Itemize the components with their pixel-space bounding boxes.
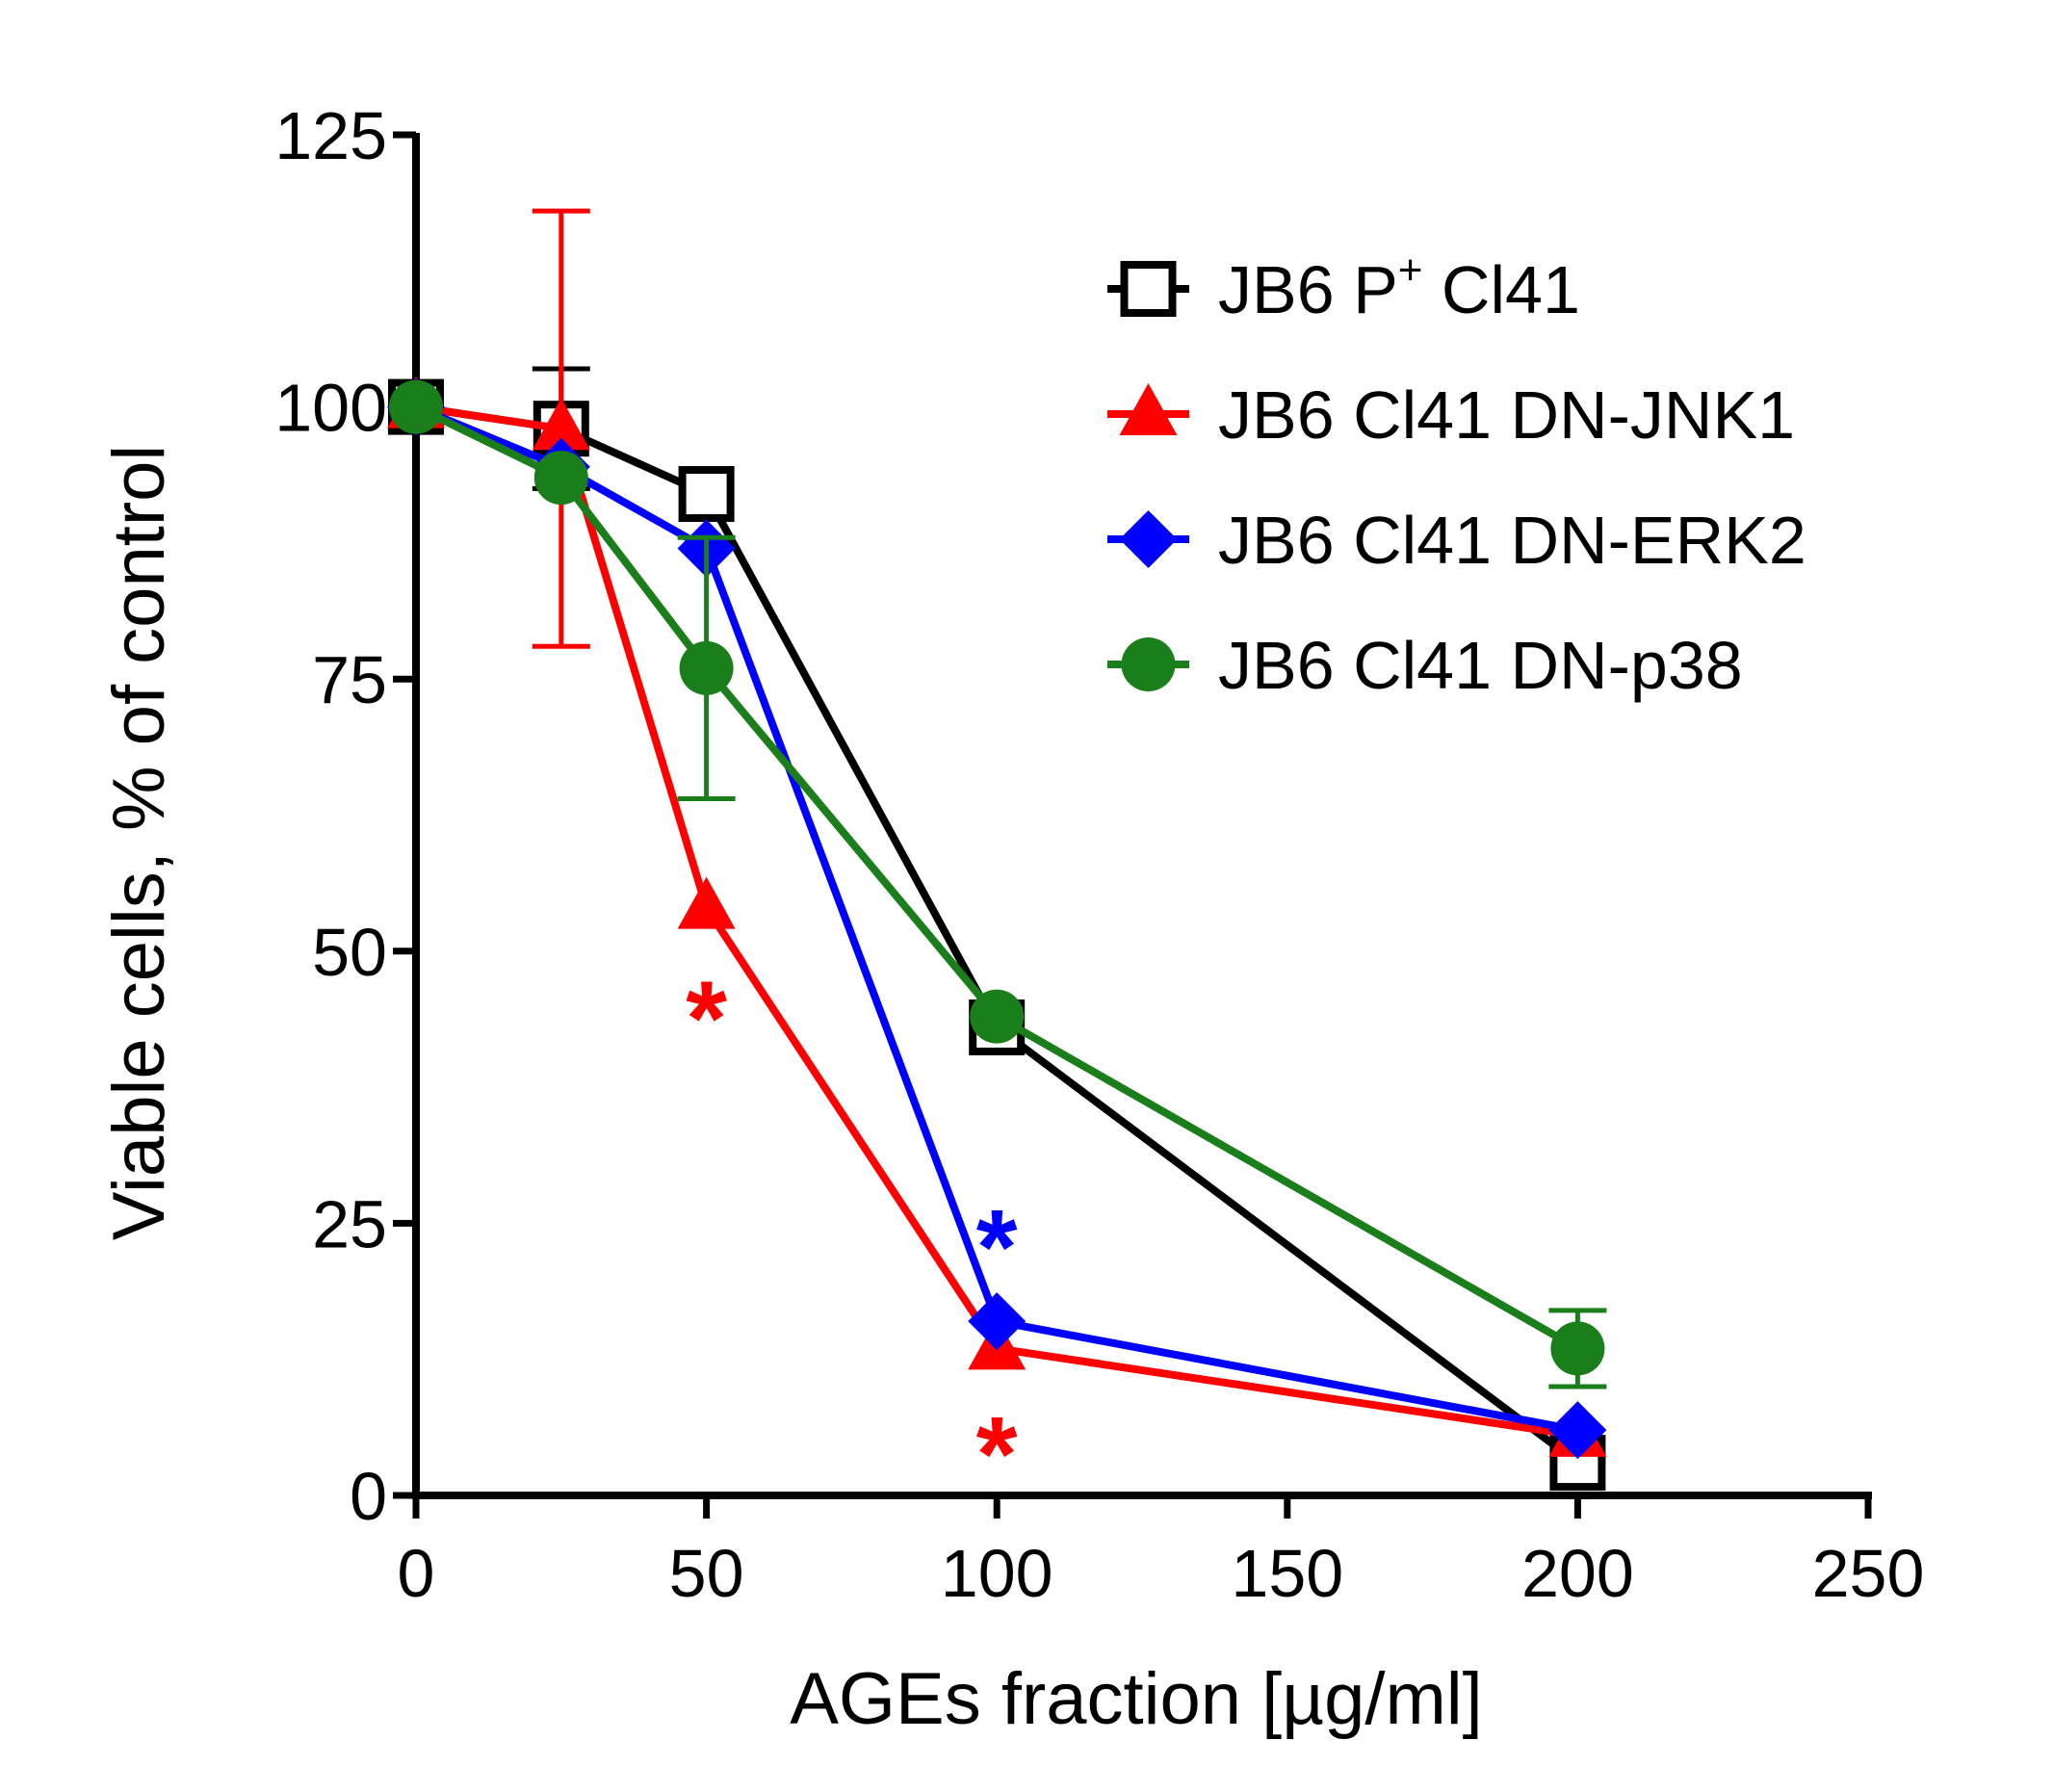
annotation-layer: * * * [686,960,1018,1514]
y-tick-label: 100 [274,371,387,446]
data-point [533,451,588,506]
data-point [678,466,735,523]
data-point [1548,1401,1607,1460]
legend-entry-3: JB6 Cl41 DN-p38 [1107,628,1743,703]
series-3 [389,379,1607,1389]
axes: 0 25 50 75 100 125 0 50 100 150 200 250 [274,98,1924,1611]
legend-marker [1120,261,1177,317]
legend-label: JB6 Cl41 DN-ERK2 [1218,503,1806,578]
legend-entry-2: JB6 Cl41 DN-ERK2 [1107,503,1806,578]
data-point [389,379,443,434]
data-point [968,1292,1026,1351]
significance-marker: * [976,1188,1018,1307]
legend-marker [1121,637,1176,691]
x-tick-label: 100 [941,1536,1053,1611]
legend-label: JB6 Cl41 DN-JNK1 [1218,377,1795,453]
data-point [1550,1321,1605,1376]
legend-marker [1119,510,1178,568]
y-tick-label: 125 [274,98,387,173]
y-tick-label: 50 [312,915,387,990]
data-point [970,989,1025,1044]
legend-marker [1119,383,1178,435]
series-layer [387,208,1607,1492]
y-tick-label: 25 [312,1186,387,1261]
legend-entry-1: JB6 Cl41 DN-JNK1 [1107,377,1795,453]
data-point [677,876,736,929]
data-point [532,398,590,451]
x-tick-label: 150 [1231,1536,1343,1611]
x-tick-label: 50 [669,1536,744,1611]
data-point [679,640,734,695]
significance-marker: * [976,1395,1018,1514]
y-tick-label: 75 [312,642,387,717]
x-axis-title: AGEs fraction [µg/ml] [790,1658,1483,1740]
x-tick-label: 200 [1521,1536,1634,1611]
y-tick-label: 0 [350,1459,387,1534]
legend-label: JB6 Cl41 DN-p38 [1218,628,1743,703]
y-axis-title: Viable cells, % of control [98,445,180,1241]
legend-entry-0: JB6 P+ Cl41 [1107,247,1580,327]
legend-label: JB6 P+ Cl41 [1218,247,1580,327]
significance-marker: * [686,960,727,1078]
legend: JB6 P+ Cl41 JB6 Cl41 DN-JNK1 JB6 Cl41 DN-E… [1107,247,1806,703]
x-tick-label: 250 [1812,1536,1925,1611]
x-tick-label: 0 [398,1536,435,1611]
